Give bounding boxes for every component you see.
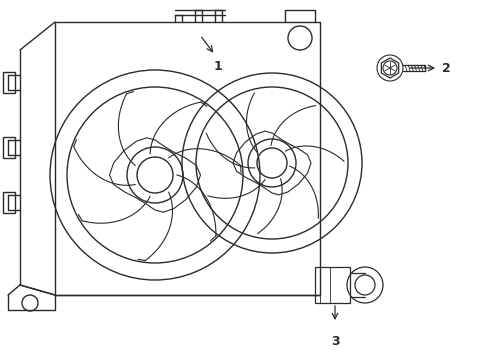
Text: 2: 2: [441, 62, 450, 75]
Polygon shape: [314, 267, 349, 303]
Polygon shape: [381, 58, 398, 78]
Text: 3: 3: [330, 335, 339, 348]
Text: 1: 1: [213, 60, 222, 73]
